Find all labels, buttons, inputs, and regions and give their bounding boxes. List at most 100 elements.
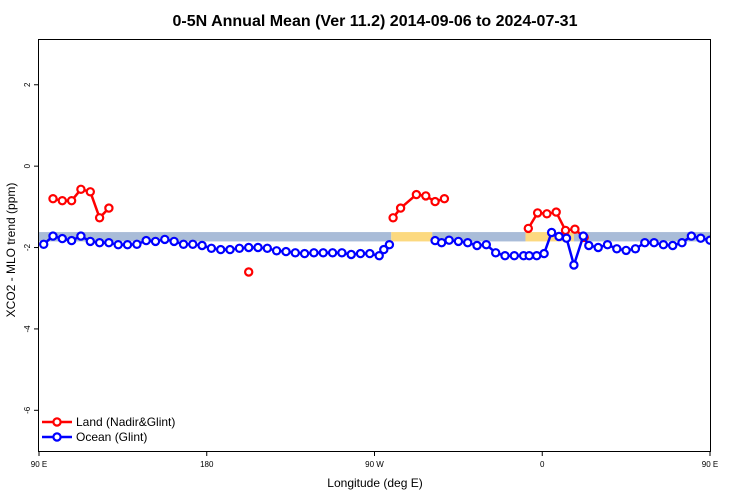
data-point [234, 243, 245, 253]
data-point [243, 267, 254, 277]
y-tick-label: 2 [23, 82, 32, 87]
x-tick-label: 90 E [702, 460, 718, 469]
data-point [705, 235, 710, 245]
data-point [739, 237, 746, 244]
data-point [560, 225, 571, 236]
x-axis-label: Longitude (deg E) [327, 476, 422, 490]
data-point [739, 197, 746, 204]
x-tick-label: 180 [200, 460, 214, 469]
data-point [379, 244, 389, 255]
data-point [584, 240, 594, 251]
series-ocean [39, 227, 750, 270]
band-segment [391, 232, 433, 242]
data-point [472, 240, 482, 251]
data-point [188, 239, 198, 249]
data-point [57, 195, 68, 206]
data-point [160, 234, 170, 245]
data-point [439, 193, 450, 204]
band-segment [432, 232, 526, 242]
data-point [578, 231, 589, 241]
data-point [57, 233, 68, 244]
legend-item: Land (Nadir&Glint) [42, 415, 175, 429]
data-point [463, 237, 473, 248]
data-point [85, 187, 96, 197]
data-point [649, 237, 659, 248]
data-point [524, 250, 534, 261]
data-point [150, 236, 161, 247]
reference-band [39, 232, 710, 242]
data-point [430, 196, 440, 207]
legend-label: Land (Nadir&Glint) [76, 415, 175, 429]
plot-frame [38, 39, 711, 452]
data-point [76, 231, 86, 241]
data-point [668, 240, 678, 251]
data-point [355, 248, 366, 259]
series-layer [39, 184, 750, 277]
data-point [561, 233, 572, 243]
data-point [243, 242, 254, 253]
series-land [48, 184, 750, 277]
data-point [388, 213, 398, 223]
data-point [66, 195, 77, 206]
data-point [395, 203, 406, 213]
y-tick-label: 0 [23, 163, 32, 168]
band-segment [39, 232, 392, 242]
data-point [481, 239, 491, 250]
x-tick-label: 90 E [31, 460, 47, 469]
data-point [612, 244, 622, 254]
data-point [299, 248, 310, 259]
series-line [724, 189, 750, 218]
data-point [436, 237, 447, 248]
data-point [104, 203, 114, 213]
data-point [178, 239, 189, 249]
data-point [318, 248, 328, 258]
data-point [122, 239, 133, 250]
series-line [724, 236, 750, 246]
legend: Land (Nadir&Glint)Ocean (Glint) [42, 415, 175, 444]
data-point [491, 248, 501, 258]
data-point [523, 223, 534, 234]
data-point [39, 239, 49, 249]
data-point [113, 239, 123, 250]
data-point [76, 184, 86, 194]
data-point [384, 239, 395, 250]
data-point [532, 250, 542, 261]
data-point [365, 248, 375, 259]
data-point [569, 260, 579, 270]
data-point [206, 243, 217, 253]
data-point [169, 236, 179, 247]
data-point [66, 235, 77, 246]
axis-ticks: 90 E 180 90 W 0 90 E 2 0 -2 -4 -6 [23, 82, 718, 469]
data-point [94, 237, 105, 248]
data-point [197, 240, 207, 251]
data-point [658, 239, 669, 250]
data-point [281, 246, 291, 257]
y-axis-label: XCO2 - MLO trend (ppm) [4, 183, 18, 318]
data-point [48, 231, 58, 241]
data-point [630, 244, 641, 254]
data-point [327, 248, 338, 258]
data-point [730, 197, 737, 204]
data-point [509, 250, 519, 261]
data-point [551, 207, 561, 217]
data-point [686, 231, 697, 241]
data-point [94, 213, 105, 223]
data-point [570, 224, 580, 234]
data-point [253, 242, 263, 253]
y-tick-label: -6 [23, 406, 32, 414]
data-point [215, 244, 226, 255]
legend-marker [52, 417, 62, 427]
data-point [411, 189, 422, 200]
x-tick-label: 0 [540, 460, 545, 469]
data-point [290, 248, 300, 258]
data-point [48, 193, 58, 204]
data-point [542, 209, 552, 219]
data-point [720, 195, 727, 202]
data-point [337, 248, 347, 258]
data-point [621, 245, 631, 256]
data-point [602, 239, 613, 250]
data-point [262, 243, 272, 253]
x-tick-label: 90 W [365, 460, 384, 469]
y-tick-label: -2 [23, 243, 32, 251]
